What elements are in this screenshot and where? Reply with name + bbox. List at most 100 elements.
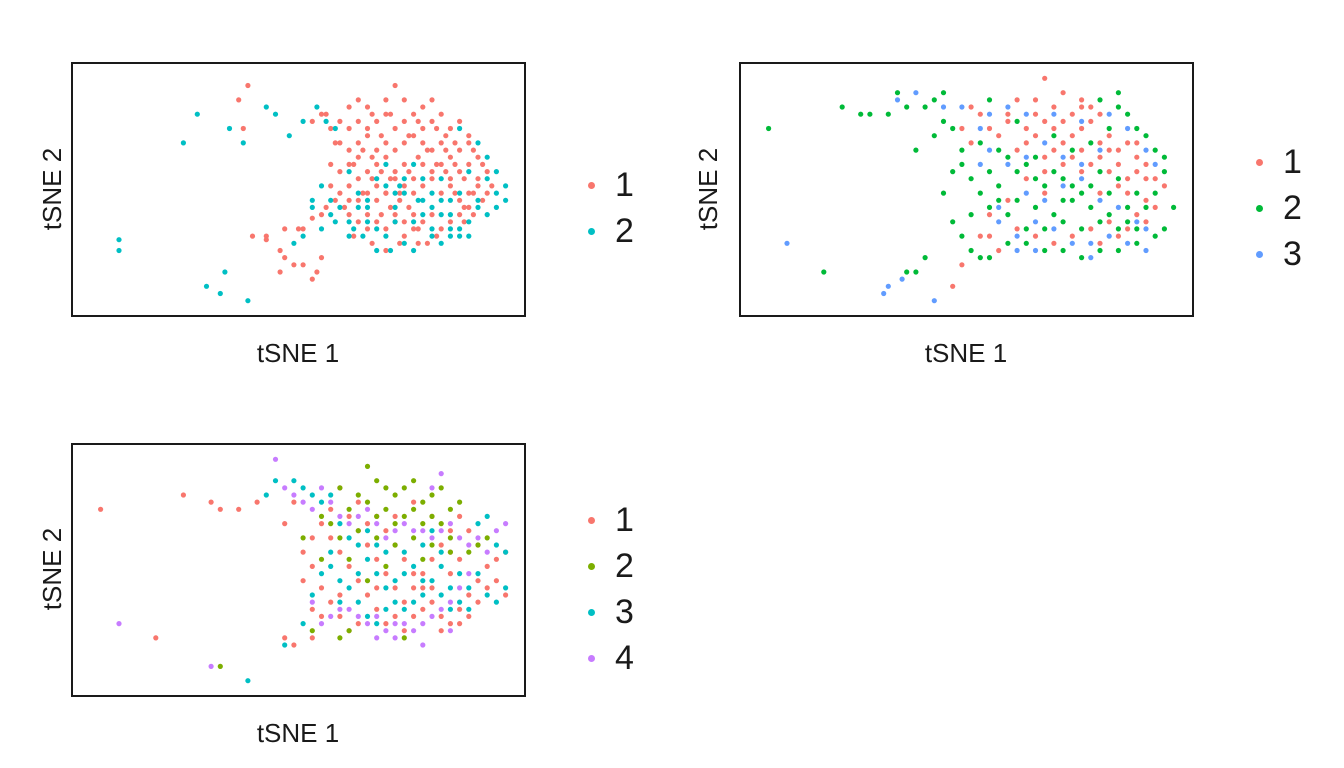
data-point-series-2 [374,176,380,182]
data-point-series-2 [1125,204,1131,210]
data-point-series-3 [282,642,288,648]
data-point-series-2 [503,183,509,189]
data-point-series-2 [1014,118,1020,124]
data-point-series-1 [263,237,269,243]
data-point-series-2 [411,219,417,225]
data-point-series-2 [337,485,343,491]
data-point-series-1 [355,140,361,146]
data-point-series-4 [429,485,435,491]
data-point-series-2 [959,233,965,239]
data-point-series-3 [493,542,499,548]
data-point-series-2 [950,125,956,132]
data-point-series-1 [392,169,398,175]
data-point-series-4 [318,485,325,491]
data-point-series-3 [383,606,389,612]
data-point-series-1 [392,125,398,132]
data-point-series-1 [429,169,435,175]
data-point-series-2 [360,233,366,239]
data-point-series-2 [374,226,380,232]
data-point-series-2 [351,226,357,232]
data-point-series-2 [996,197,1002,203]
data-point-series-2 [821,269,827,275]
data-point-series-2 [931,97,937,103]
data-point-series-1 [959,125,965,132]
legend-item-3: 3 [588,589,634,635]
data-point-series-2 [1042,183,1048,189]
data-point-series-1 [411,571,417,577]
data-point-series-3 [977,161,983,167]
legend-key [588,227,595,235]
data-point-series-2 [950,169,956,175]
data-point-series-3 [420,542,426,548]
data-point-series-2 [364,463,371,469]
data-point-series-1 [1079,104,1085,110]
data-point-series-1 [1023,176,1029,182]
data-point-series-1 [387,204,394,210]
data-point-series-1 [383,140,389,146]
data-point-series-2 [1051,212,1057,218]
data-point-series-3 [392,578,398,584]
data-point-series-1 [300,226,306,232]
legend-item-1: 1 [588,497,634,543]
data-point-series-2 [401,635,407,641]
data-point-series-3 [1134,219,1140,225]
data-point-series-1 [1069,133,1075,139]
data-point-series-2 [346,169,352,175]
data-point-series-3 [1042,140,1048,146]
data-point-series-1 [420,219,426,225]
data-point-series-1 [1032,133,1039,139]
data-point-series-2 [1088,140,1094,146]
data-point-series-1 [411,190,417,196]
data-point-series-2 [457,125,463,132]
data-point-series-2 [1115,104,1121,110]
data-point-series-2 [263,104,269,110]
data-point-series-1 [309,215,315,221]
data-point-series-2 [447,233,453,239]
data-point-series-2 [429,513,435,519]
legend-label: 1 [615,165,634,204]
data-point-series-2 [1060,219,1066,225]
data-point-series-1 [249,233,256,239]
data-point-series-1 [1005,118,1011,124]
data-point-series-1 [1051,104,1057,110]
data-point-series-2 [309,204,315,210]
data-point-series-1 [1005,111,1011,117]
data-point-series-1 [475,599,481,605]
data-point-series-2 [429,190,435,196]
data-point-series-4 [300,499,306,505]
data-point-series-1 [415,154,421,160]
data-point-series-1 [1023,125,1029,132]
data-point-series-1 [1134,212,1140,218]
data-point-series-2 [986,169,993,175]
legend-label: 2 [615,546,634,585]
data-point-series-2 [383,183,389,189]
data-point-series-1 [346,513,352,519]
data-point-series-3 [959,104,965,110]
data-point-series-1 [466,190,472,196]
data-point-series-1 [153,635,159,641]
data-point-series-2 [300,233,306,239]
data-point-series-4 [355,513,361,519]
data-point-series-1 [434,233,440,239]
legend-label: 1 [1283,142,1302,181]
legend-label: 2 [615,211,634,250]
data-point-series-2 [484,176,490,182]
data-point-series-3 [881,290,887,297]
data-point-series-1 [364,169,371,175]
data-point-series-1 [355,621,361,627]
data-point-series-2 [1079,255,1085,261]
legend-label: 3 [615,592,634,631]
data-point-series-2 [332,125,338,132]
data-point-series-1 [1125,226,1131,232]
data-point-series-1 [374,556,380,562]
data-point-series-1 [1032,233,1039,239]
data-point-series-2 [1161,169,1167,175]
legend-item-1: 1 [588,162,634,208]
data-point-series-2 [291,240,297,246]
data-point-series-2 [1079,190,1085,196]
data-point-series-1 [466,592,472,598]
data-point-series-1 [447,125,453,132]
data-point-series-2 [420,499,426,505]
data-point-series-2 [1097,247,1103,254]
data-point-series-1 [1115,183,1121,189]
